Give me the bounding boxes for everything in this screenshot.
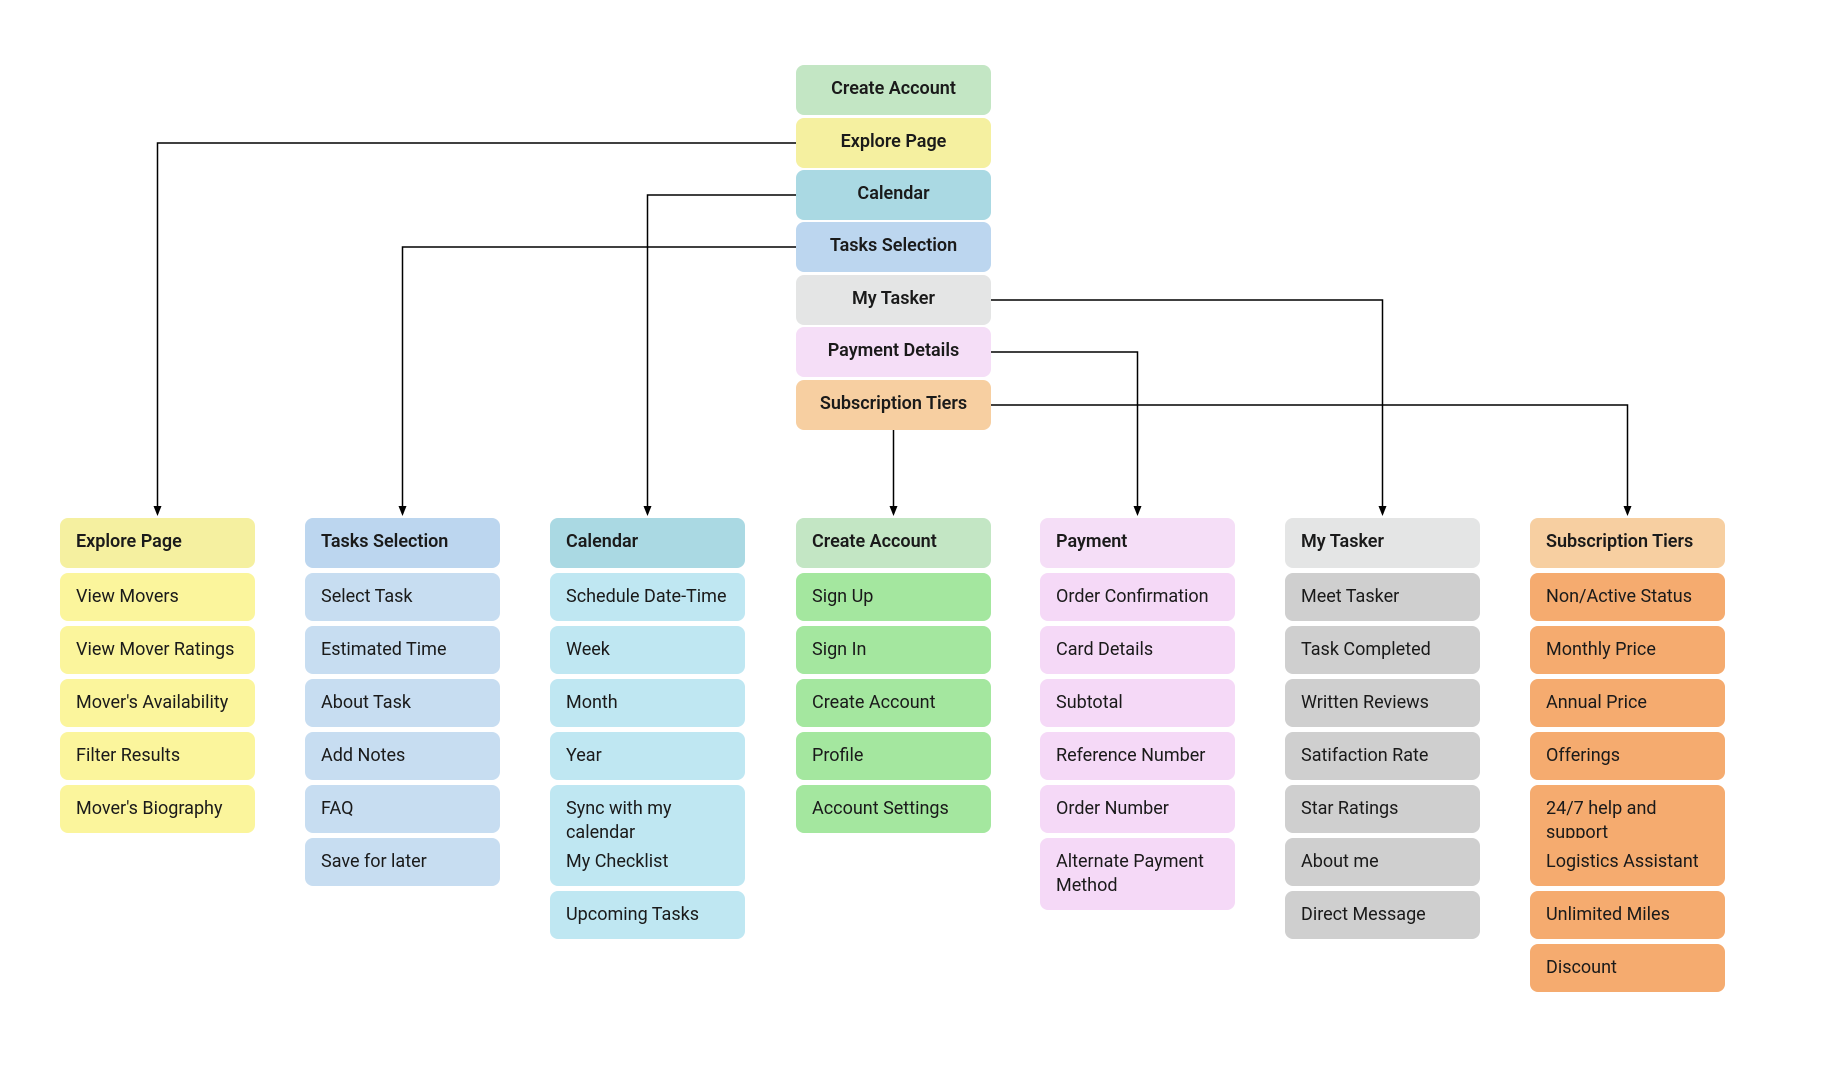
col-tasks-item-4: FAQ <box>305 785 500 833</box>
col-payment-item-2: Subtotal <box>1040 679 1235 727</box>
col-calendar-item-5: My Checklist <box>550 838 745 886</box>
col-explore-item-0: View Movers <box>60 573 255 621</box>
col-account-item-2: Create Account <box>796 679 991 727</box>
col-subscription-item-5: Logistics Assistant <box>1530 838 1725 886</box>
col-tasks-item-3: Add Notes <box>305 732 500 780</box>
col-explore-item-4: Mover's Biography <box>60 785 255 833</box>
col-payment-item-3: Reference Number <box>1040 732 1235 780</box>
col-explore-item-2: Mover's Availability <box>60 679 255 727</box>
col-account-header: Create Account <box>796 518 991 568</box>
col-calendar-item-0: Schedule Date-Time <box>550 573 745 621</box>
col-subscription-item-1: Monthly Price <box>1530 626 1725 674</box>
col-subscription-item-3: Offerings <box>1530 732 1725 780</box>
col-mytasker-item-2: Written Reviews <box>1285 679 1480 727</box>
col-explore-item-1: View Mover Ratings <box>60 626 255 674</box>
col-payment-header: Payment <box>1040 518 1235 568</box>
cat-calendar: Calendar <box>796 170 991 220</box>
col-account-item-4: Account Settings <box>796 785 991 833</box>
cat-mytasker: My Tasker <box>796 275 991 325</box>
col-explore-header: Explore Page <box>60 518 255 568</box>
col-tasks-header: Tasks Selection <box>305 518 500 568</box>
cat-tasks: Tasks Selection <box>796 222 991 272</box>
col-tasks-item-0: Select Task <box>305 573 500 621</box>
col-account-item-0: Sign Up <box>796 573 991 621</box>
col-tasks-item-2: About Task <box>305 679 500 727</box>
col-mytasker-item-5: About me <box>1285 838 1480 886</box>
col-mytasker-item-1: Task Completed <box>1285 626 1480 674</box>
col-payment-item-5: Alternate Payment Method <box>1040 838 1235 910</box>
cat-create-account: Create Account <box>796 65 991 115</box>
col-subscription-item-0: Non/Active Status <box>1530 573 1725 621</box>
col-subscription-item-2: Annual Price <box>1530 679 1725 727</box>
col-subscription-header: Subscription Tiers <box>1530 518 1725 568</box>
col-calendar-item-1: Week <box>550 626 745 674</box>
col-tasks-item-5: Save for later <box>305 838 500 886</box>
cat-payment: Payment Details <box>796 327 991 377</box>
col-subscription-item-7: Discount <box>1530 944 1725 992</box>
col-explore-item-3: Filter Results <box>60 732 255 780</box>
col-calendar-item-3: Year <box>550 732 745 780</box>
cat-explore: Explore Page <box>796 118 991 168</box>
cat-subscription: Subscription Tiers <box>796 380 991 430</box>
col-mytasker-header: My Tasker <box>1285 518 1480 568</box>
col-payment-item-4: Order Number <box>1040 785 1235 833</box>
col-calendar-item-6: Upcoming Tasks <box>550 891 745 939</box>
col-calendar-item-2: Month <box>550 679 745 727</box>
col-tasks-item-1: Estimated Time <box>305 626 500 674</box>
col-mytasker-item-3: Satifaction Rate <box>1285 732 1480 780</box>
col-payment-item-1: Card Details <box>1040 626 1235 674</box>
col-payment-item-0: Order Confirmation <box>1040 573 1235 621</box>
col-mytasker-item-6: Direct Message <box>1285 891 1480 939</box>
col-calendar-header: Calendar <box>550 518 745 568</box>
diagram-stage: Create AccountExplore PageCalendarTasks … <box>0 0 1829 1081</box>
col-subscription-item-6: Unlimited Miles <box>1530 891 1725 939</box>
col-account-item-1: Sign In <box>796 626 991 674</box>
col-mytasker-item-0: Meet Tasker <box>1285 573 1480 621</box>
col-mytasker-item-4: Star Ratings <box>1285 785 1480 833</box>
col-account-item-3: Profile <box>796 732 991 780</box>
